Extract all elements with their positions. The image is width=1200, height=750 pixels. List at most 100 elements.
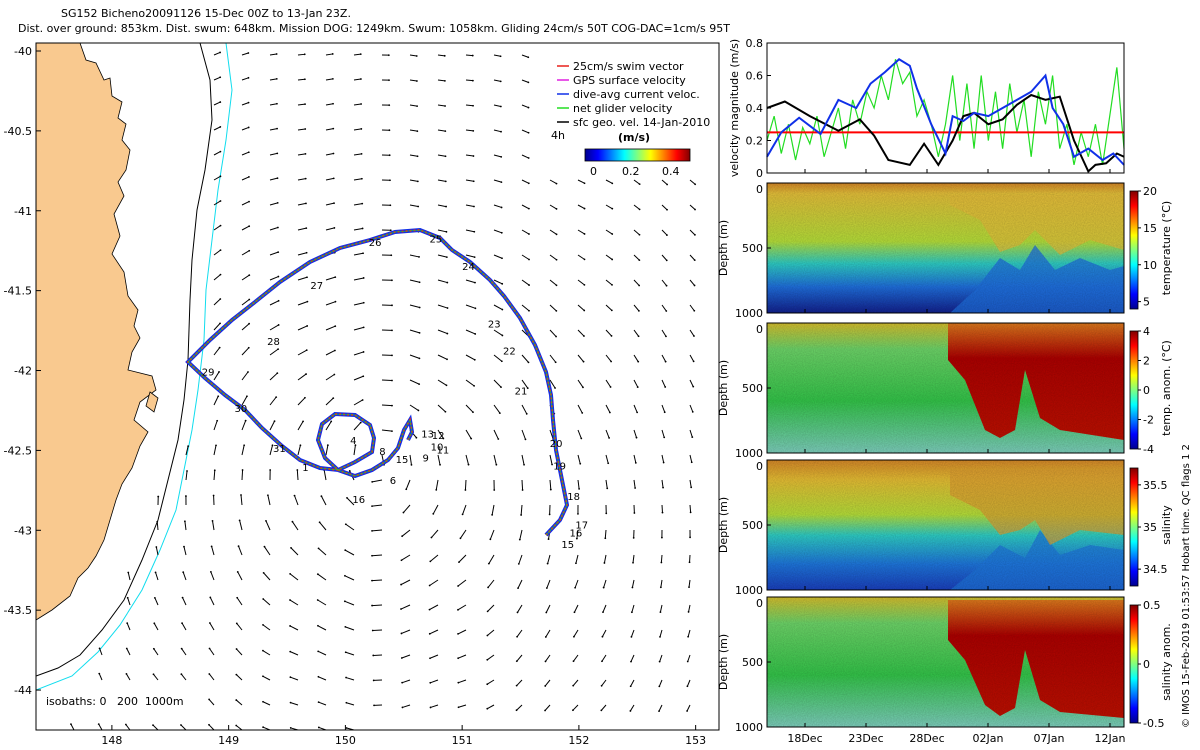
- velocity-arrow: [346, 497, 355, 506]
- velocity-arrow: [297, 373, 307, 381]
- velocity-arrow-head: [212, 494, 215, 497]
- isobath-label-box: [42, 691, 202, 709]
- velocity-arrow-head: [555, 258, 558, 261]
- velocity-arrow: [605, 379, 611, 388]
- velocity-arrow-head: [610, 335, 613, 337]
- velocity-arrow: [99, 648, 103, 656]
- velocity-arrow-head: [155, 546, 158, 548]
- velocity-arrow-head: [611, 182, 614, 185]
- velocity-arrow: [323, 470, 327, 481]
- section-4-ylabel: Depth (m): [717, 497, 730, 553]
- map-ytick-label-5: -42.5: [4, 444, 32, 457]
- velocity-arrow-head: [666, 208, 668, 211]
- velocity-arrow-head: [306, 300, 309, 303]
- velocity-arrow-head: [241, 469, 244, 471]
- velocity-arrow: [577, 329, 585, 337]
- velocity-arrow: [156, 521, 159, 531]
- velocity-arrow-head: [361, 202, 364, 205]
- velocity-arrow: [600, 704, 607, 711]
- velocity-arrow: [633, 254, 640, 261]
- velocity-arrow-head: [388, 154, 391, 157]
- velocity-arrow: [630, 679, 635, 687]
- velocity-arrow-head: [153, 596, 156, 599]
- velocity-arrow: [297, 178, 306, 181]
- track-swim: [186, 228, 569, 536]
- velocity-arrow: [431, 529, 439, 538]
- velocity-arrow: [437, 304, 448, 309]
- velocity-arrow-head: [583, 283, 586, 286]
- velocity-arrow-head: [457, 633, 459, 635]
- velocity-arrow: [213, 445, 217, 456]
- velocity-arrow-head: [235, 724, 238, 727]
- velocity-arrow-head: [289, 727, 292, 729]
- map-xtick-label-5: 153: [685, 734, 706, 747]
- velocity-arrow: [238, 545, 243, 556]
- velocity-arrow-head: [248, 225, 251, 228]
- velocity-arrow: [661, 329, 667, 337]
- velocity-arrow: [605, 329, 612, 337]
- velocity-arrow-head: [458, 731, 460, 733]
- velocity-arrow: [317, 625, 327, 631]
- velocity-arrow: [605, 429, 610, 439]
- velocity-arrow-head: [371, 554, 373, 557]
- velocity-arrow: [633, 729, 634, 730]
- velocity-arrow-head: [400, 632, 403, 635]
- velocity-arrow-head: [289, 650, 292, 653]
- velocity-arrow-head: [686, 660, 689, 663]
- velocity-arrow: [181, 622, 187, 631]
- velocity-arrow-head: [208, 622, 211, 624]
- velocity-arrow: [353, 351, 364, 356]
- velocity-arrow-head: [373, 704, 375, 707]
- velocity-arrow: [353, 203, 363, 206]
- velocity-arrow-head: [289, 676, 292, 679]
- velocity-arrow-head: [429, 681, 432, 684]
- velocity-arrow: [401, 629, 411, 634]
- velocity-arrow: [429, 654, 439, 659]
- velocity-arrow: [126, 648, 131, 656]
- velocity-arrow-head: [516, 635, 518, 638]
- velocity-arrow-head: [345, 701, 348, 704]
- velocity-arrow: [241, 371, 249, 381]
- velocity-arrow: [493, 179, 502, 183]
- velocity-arrow: [346, 702, 355, 706]
- velocity-arrow-head: [457, 681, 460, 684]
- velocity-arrow-head: [638, 183, 641, 186]
- velocity-arrow-head: [547, 538, 550, 540]
- velocity-arrow: [345, 677, 355, 681]
- velocity-arrow: [182, 572, 187, 581]
- velocity-arrow-head: [235, 622, 238, 625]
- velocity-arrow-head: [156, 520, 159, 523]
- velocity-arrow-head: [473, 256, 476, 259]
- section-5-ytick-label-0: 0: [756, 597, 763, 610]
- velocity-arrow: [633, 454, 637, 463]
- velocity-arrow: [70, 723, 75, 730]
- velocity-arrow-head: [362, 326, 365, 329]
- velocity-arrow-head: [446, 281, 449, 284]
- velocity-arrow: [297, 349, 307, 356]
- velocity-arrow-head: [262, 675, 264, 678]
- velocity-arrow-head: [446, 332, 449, 335]
- velocity-arrow: [325, 445, 329, 456]
- velocity-arrow: [437, 329, 448, 335]
- velocity-arrow: [577, 204, 585, 210]
- velocity-arrow: [409, 79, 417, 82]
- velocity-arrow: [437, 254, 447, 258]
- velocity-arrow-head: [125, 647, 128, 650]
- velocity-arrow-head: [572, 660, 575, 663]
- velocity-ytick-label-3: 0.6: [746, 70, 764, 83]
- velocity-arrow-head: [470, 437, 473, 440]
- geostrophic-velocity-arrows: [70, 51, 697, 733]
- velocity-arrow: [605, 229, 613, 235]
- velocity-arrow: [633, 204, 640, 210]
- velocity-arrow: [241, 126, 249, 131]
- velocity-arrow-head: [247, 371, 249, 373]
- velocity-arrow-head: [334, 300, 337, 303]
- velocity-arrow-head: [334, 276, 337, 279]
- velocity-arrow-head: [636, 411, 639, 414]
- velocity-arrow-head: [659, 635, 661, 638]
- velocity-arrow-head: [248, 322, 251, 325]
- velocity-arrow: [269, 445, 273, 456]
- velocity-arrow-head: [574, 586, 577, 589]
- velocity-arrow: [549, 429, 554, 440]
- velocity-arrow: [237, 571, 243, 581]
